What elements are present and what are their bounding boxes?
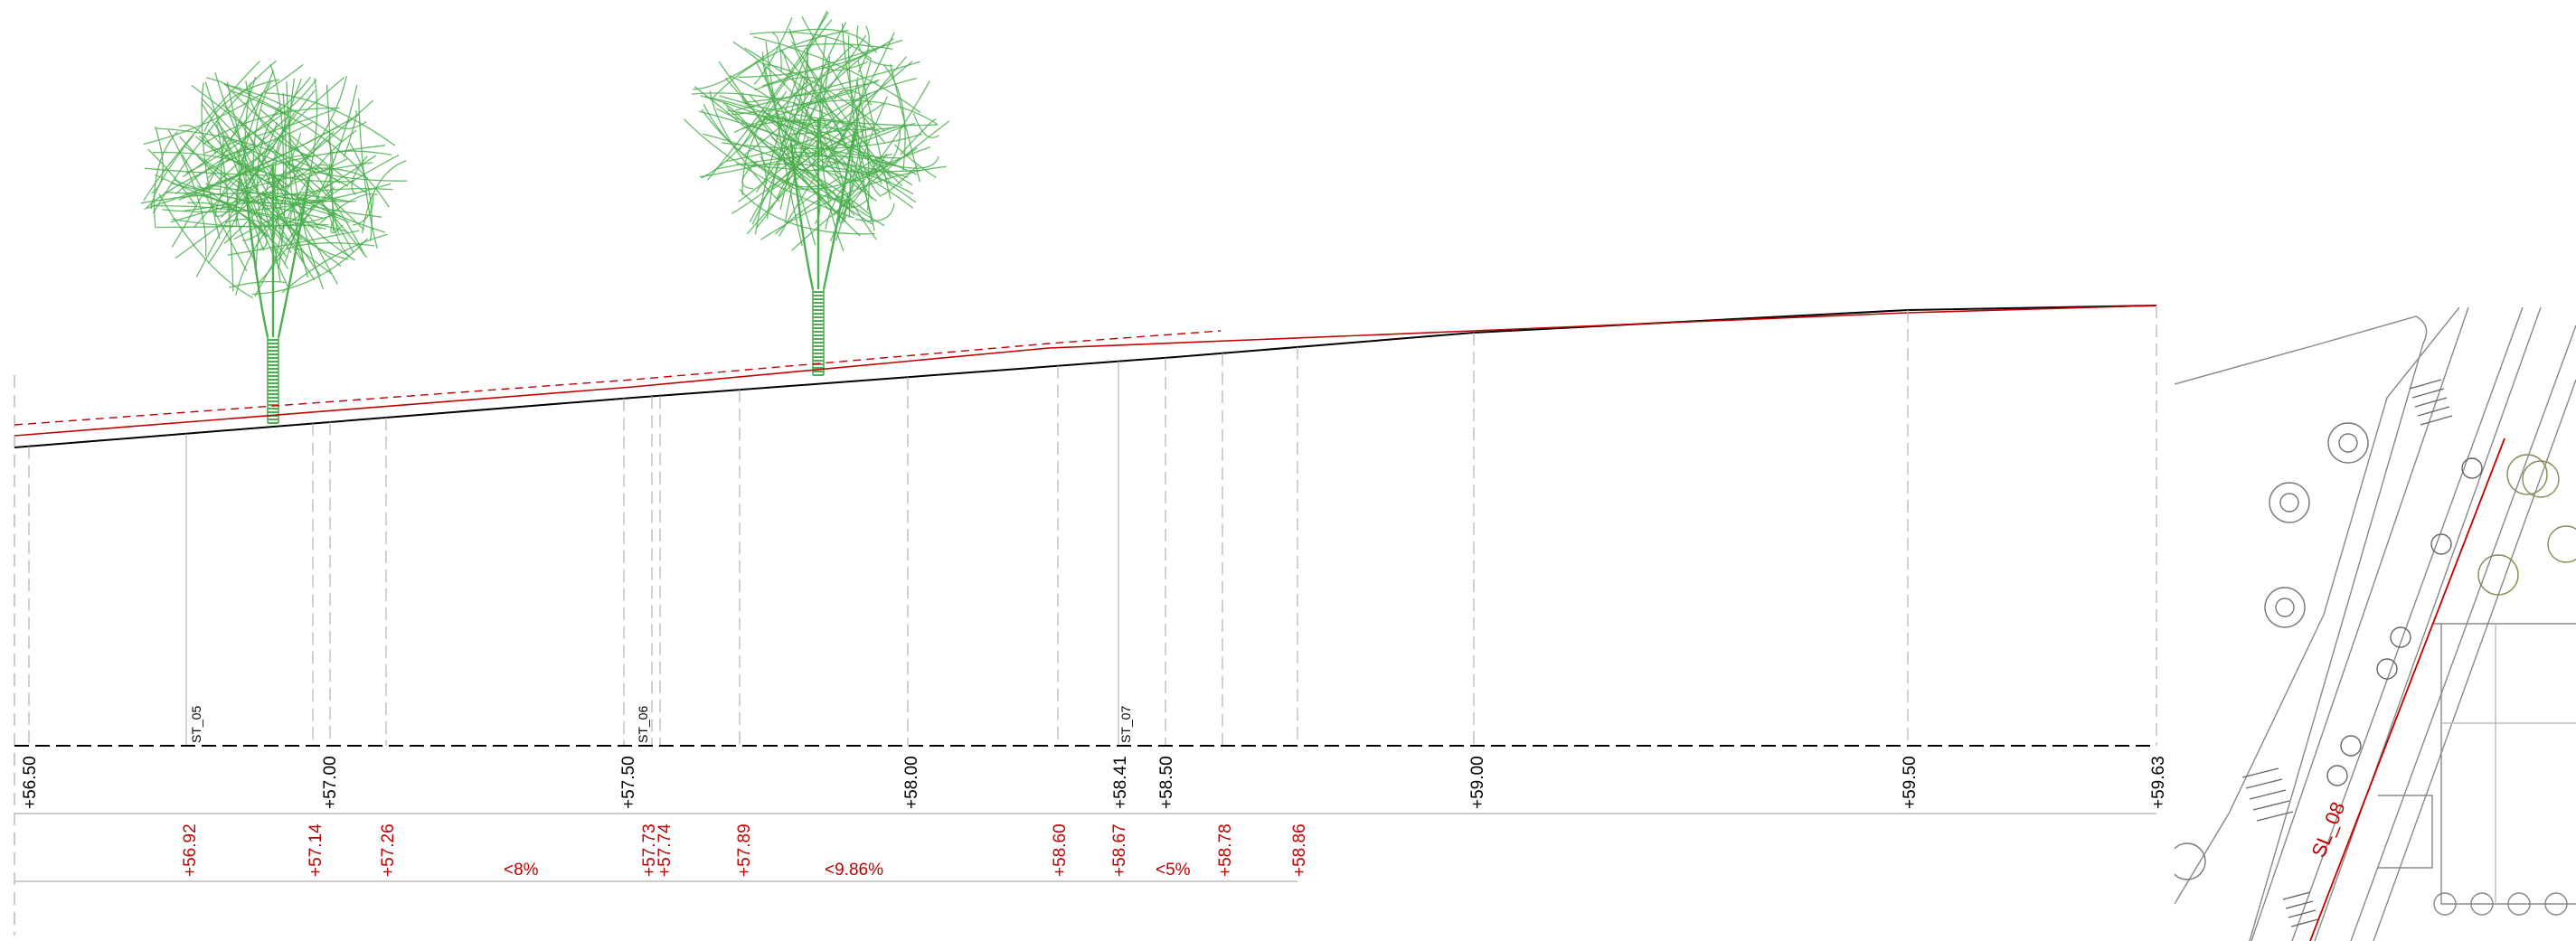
design-level-line [14, 305, 2157, 437]
design-level-58-78: +58.78 [1216, 823, 1235, 877]
level-59-63: +59.63 [2149, 756, 2168, 809]
site-plan-inset: SL_08 [2175, 307, 2576, 941]
slope-label-8: <8% [504, 861, 539, 880]
design-level-57-26: +57.26 [379, 823, 398, 877]
existing-terrain-line [14, 305, 2157, 448]
design-level-57-14: +57.14 [307, 823, 326, 877]
station-label-st06: ST_06 [636, 706, 650, 743]
design-level-58-67: +58.67 [1110, 823, 1129, 877]
design-level-dashed-line [14, 330, 1222, 426]
design-level-58-86: +58.86 [1290, 823, 1309, 877]
section-line-label: SL_08 [2307, 799, 2349, 861]
design-level-58-60: +58.60 [1051, 823, 1070, 877]
tree-right [683, 10, 950, 376]
level-58-00: +58.00 [902, 756, 921, 809]
level-58-50: +58.50 [1157, 756, 1176, 809]
level-57-00: +57.00 [321, 756, 340, 809]
slope-label-5: <5% [1156, 861, 1191, 880]
design-level-57-73: +57.73 [640, 823, 659, 877]
level-57-50: +57.50 [619, 756, 638, 809]
station-label-st05: ST_05 [189, 706, 203, 743]
design-level-56-92: +56.92 [181, 823, 200, 877]
level-59-00: +59.00 [1468, 756, 1487, 809]
tree-left [140, 60, 408, 424]
level-56-50: +56.50 [21, 756, 40, 809]
level-59-50: +59.50 [1901, 756, 1920, 809]
design-level-57-89: +57.89 [735, 823, 754, 877]
design-level-57-74: +57.74 [656, 823, 675, 877]
level-58-41: +58.41 [1111, 756, 1130, 809]
vertical-guides [28, 306, 2157, 746]
slope-label-9-86: <9.86% [825, 861, 883, 880]
station-label-st07: ST_07 [1118, 706, 1133, 743]
